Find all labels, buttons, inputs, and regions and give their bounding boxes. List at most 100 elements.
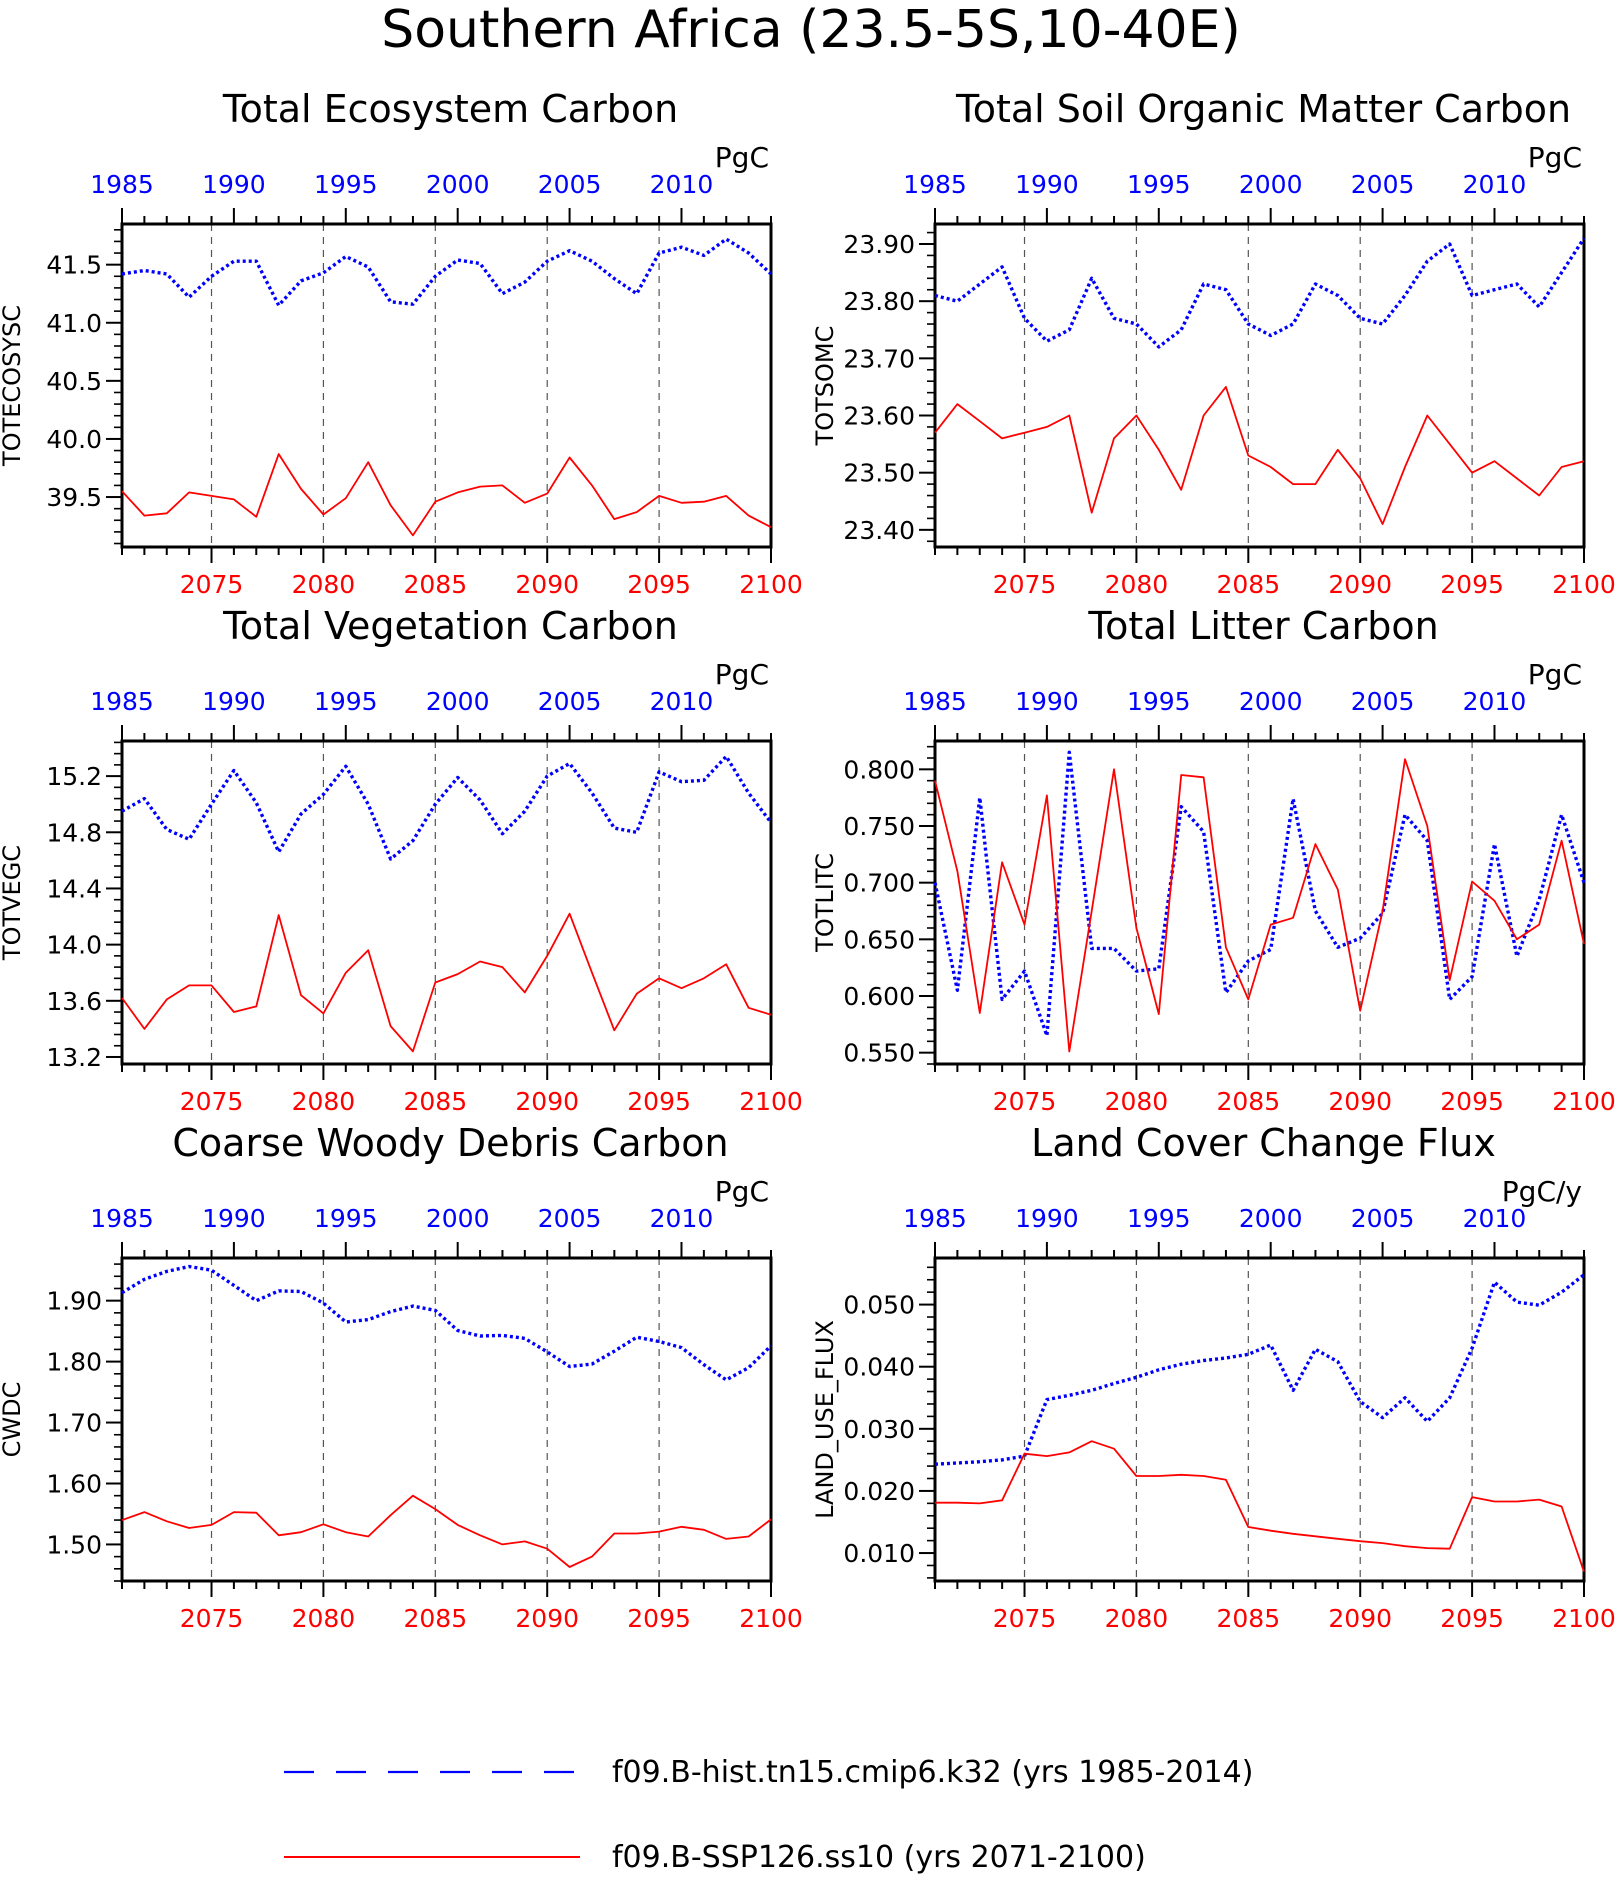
x-bottom-tick-label: 2080 (1105, 1087, 1169, 1116)
x-bottom-tick-label: 2085 (1216, 1604, 1280, 1633)
y-axis-label: TOTECOSYSC (0, 305, 26, 467)
x-top-tick-label: 1990 (202, 170, 266, 199)
series-line-future (121, 912, 772, 1053)
x-bottom-tick-label: 2090 (515, 1087, 579, 1116)
x-top-tick-label: 2005 (538, 170, 602, 199)
x-top-tick-label: 1990 (202, 687, 266, 716)
x-bottom-tick-label: 2100 (739, 1087, 803, 1116)
x-bottom-tick-label: 2100 (739, 1604, 803, 1633)
x-top-tick-label: 2010 (1463, 687, 1527, 716)
y-tick-label: 0.020 (843, 1477, 915, 1506)
x-top-tick-label: 1985 (90, 1204, 154, 1233)
x-top-tick-label: 2010 (650, 687, 714, 716)
x-top-tick-label: 1990 (1015, 687, 1079, 716)
x-top-tick-label: 1985 (90, 687, 154, 716)
x-top-tick-label: 1990 (1015, 170, 1079, 199)
x-bottom-tick-label: 2085 (1216, 1087, 1280, 1116)
x-bottom-tick-label: 2085 (403, 1087, 467, 1116)
chart-panel-2: Total Soil Organic Matter Carbon PgC TOTSO… (811, 87, 1616, 599)
x-bottom-tick-label: 2080 (292, 1087, 356, 1116)
series-line-future (121, 1494, 772, 1568)
y-tick-label: 0.550 (843, 1039, 915, 1068)
y-tick-label: 23.80 (843, 287, 915, 316)
y-tick-label: 0.040 (843, 1353, 915, 1382)
y-tick-label: 1.50 (46, 1530, 102, 1559)
plot-frame (933, 739, 1586, 1066)
y-tick-label: 0.750 (843, 812, 915, 841)
x-top-tick-label: 2000 (426, 1204, 490, 1233)
x-bottom-tick-label: 2075 (993, 570, 1057, 599)
y-tick-label: 1.80 (46, 1348, 102, 1377)
x-bottom-tick-label: 2090 (1328, 1604, 1392, 1633)
series-line-future (934, 758, 1585, 1053)
plot-frame (120, 1256, 773, 1583)
x-bottom-tick-label: 2075 (180, 570, 244, 599)
panel-title: Total Ecosystem Carbon (222, 87, 678, 131)
x-top-tick-label: 1995 (314, 170, 378, 199)
panel-title: Total Vegetation Carbon (222, 604, 678, 648)
x-top-tick-label: 2010 (650, 1204, 714, 1233)
chart-panel-5: Coarse Woody Debris Carbon PgC CWDC 1985 199… (0, 1121, 803, 1633)
x-bottom-tick-label: 2080 (1105, 570, 1169, 599)
legend-label-future: f09.B-SSP126.ss10 (yrs 2071-2100) (612, 1840, 1146, 1875)
series-line-historical (934, 1273, 1586, 1466)
y-tick-label: 40.0 (46, 425, 102, 454)
series-line-future (121, 453, 772, 537)
y-tick-label: 23.60 (843, 402, 915, 431)
panel-title: Coarse Woody Debris Carbon (172, 1121, 728, 1165)
y-tick-label: 0.050 (843, 1291, 915, 1320)
x-bottom-tick-label: 2080 (292, 570, 356, 599)
y-axis-label: TOTSOMC (811, 326, 839, 447)
y-tick-label: 13.6 (46, 987, 102, 1016)
x-top-tick-label: 2005 (1351, 1204, 1415, 1233)
x-bottom-tick-label: 2075 (993, 1604, 1057, 1633)
y-tick-label: 39.5 (46, 483, 102, 512)
x-bottom-tick-label: 2075 (180, 1604, 244, 1633)
x-bottom-tick-label: 2100 (739, 570, 803, 599)
chart-panels: Total Ecosystem Carbon PgC TOTECOSYSC 1985 1… (0, 87, 1616, 1633)
y-tick-label: 13.2 (46, 1043, 102, 1072)
x-top-tick-label: 1990 (1015, 1204, 1079, 1233)
x-bottom-tick-label: 2075 (993, 1087, 1057, 1116)
x-top-tick-label: 1995 (1127, 170, 1191, 199)
x-bottom-tick-label: 2075 (180, 1087, 244, 1116)
x-bottom-tick-label: 2095 (1440, 570, 1504, 599)
y-tick-label: 1.70 (46, 1409, 102, 1438)
y-axis-label: LAND_USE_FLUX (811, 1320, 839, 1519)
units-label: PgC (715, 1175, 769, 1208)
y-tick-label: 23.50 (843, 459, 915, 488)
x-bottom-tick-label: 2090 (1328, 570, 1392, 599)
series-line-historical (934, 237, 1586, 349)
x-top-tick-label: 1985 (90, 170, 154, 199)
x-top-tick-label: 1985 (903, 687, 967, 716)
units-label: PgC (1528, 658, 1582, 691)
y-tick-label: 41.0 (46, 309, 102, 338)
series-line-historical (933, 750, 1586, 1038)
units-label: PgC (715, 141, 769, 174)
y-tick-label: 0.010 (843, 1539, 915, 1568)
series-line-future (934, 385, 1585, 525)
y-tick-label: 0.030 (843, 1415, 915, 1444)
x-bottom-tick-label: 2100 (1552, 570, 1616, 599)
units-label: PgC/y (1502, 1175, 1582, 1208)
x-top-tick-label: 2000 (1239, 1204, 1303, 1233)
y-tick-label: 15.2 (46, 762, 102, 791)
x-bottom-tick-label: 2100 (1552, 1604, 1616, 1633)
x-bottom-tick-label: 2095 (627, 570, 691, 599)
x-top-tick-label: 1985 (903, 170, 967, 199)
x-bottom-tick-label: 2085 (403, 570, 467, 599)
y-tick-label: 0.800 (843, 755, 915, 784)
figure-title: Southern Africa (23.5-5S,10-40E) (381, 0, 1241, 60)
panel-title: Total Soil Organic Matter Carbon (955, 87, 1571, 131)
x-bottom-tick-label: 2095 (1440, 1087, 1504, 1116)
series-line-historical (121, 754, 773, 861)
x-top-tick-label: 2005 (1351, 687, 1415, 716)
x-top-tick-label: 1985 (903, 1204, 967, 1233)
legend: f09.B-hist.tn15.cmip6.k32 (yrs 1985-2014… (284, 1755, 1253, 1875)
x-bottom-tick-label: 2095 (1440, 1604, 1504, 1633)
y-axis-label: TOTLITC (811, 853, 839, 953)
x-top-tick-label: 2005 (538, 687, 602, 716)
panel-title: Land Cover Change Flux (1031, 1121, 1496, 1165)
y-tick-label: 40.5 (46, 367, 102, 396)
